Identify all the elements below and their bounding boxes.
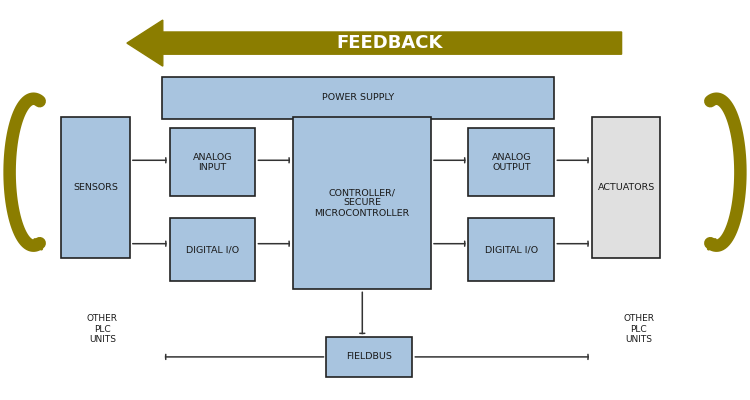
Text: DIGITAL I/O: DIGITAL I/O bbox=[186, 245, 239, 254]
Text: ANALOG
OUTPUT: ANALOG OUTPUT bbox=[491, 152, 531, 172]
Polygon shape bbox=[127, 20, 622, 66]
Text: OTHER
PLC
UNITS: OTHER PLC UNITS bbox=[623, 314, 654, 344]
Text: OTHER
PLC
UNITS: OTHER PLC UNITS bbox=[87, 314, 118, 344]
Bar bbox=[326, 337, 412, 377]
Bar bbox=[162, 77, 554, 118]
Bar bbox=[170, 128, 256, 196]
Bar bbox=[292, 116, 431, 289]
Bar bbox=[170, 218, 256, 282]
Text: SENSORS: SENSORS bbox=[73, 182, 118, 192]
Text: FIELDBUS: FIELDBUS bbox=[346, 352, 392, 362]
Text: POWER SUPPLY: POWER SUPPLY bbox=[322, 93, 394, 102]
Bar bbox=[469, 128, 554, 196]
Bar bbox=[469, 218, 554, 282]
Text: CONTROLLER/
SECURE
MICROCONTROLLER: CONTROLLER/ SECURE MICROCONTROLLER bbox=[314, 188, 410, 218]
Text: ANALOG
INPUT: ANALOG INPUT bbox=[193, 152, 232, 172]
Bar bbox=[592, 116, 661, 258]
Text: DIGITAL I/O: DIGITAL I/O bbox=[484, 245, 538, 254]
Text: ACTUATORS: ACTUATORS bbox=[598, 182, 655, 192]
Text: FEEDBACK: FEEDBACK bbox=[336, 34, 442, 52]
Bar bbox=[62, 116, 130, 258]
